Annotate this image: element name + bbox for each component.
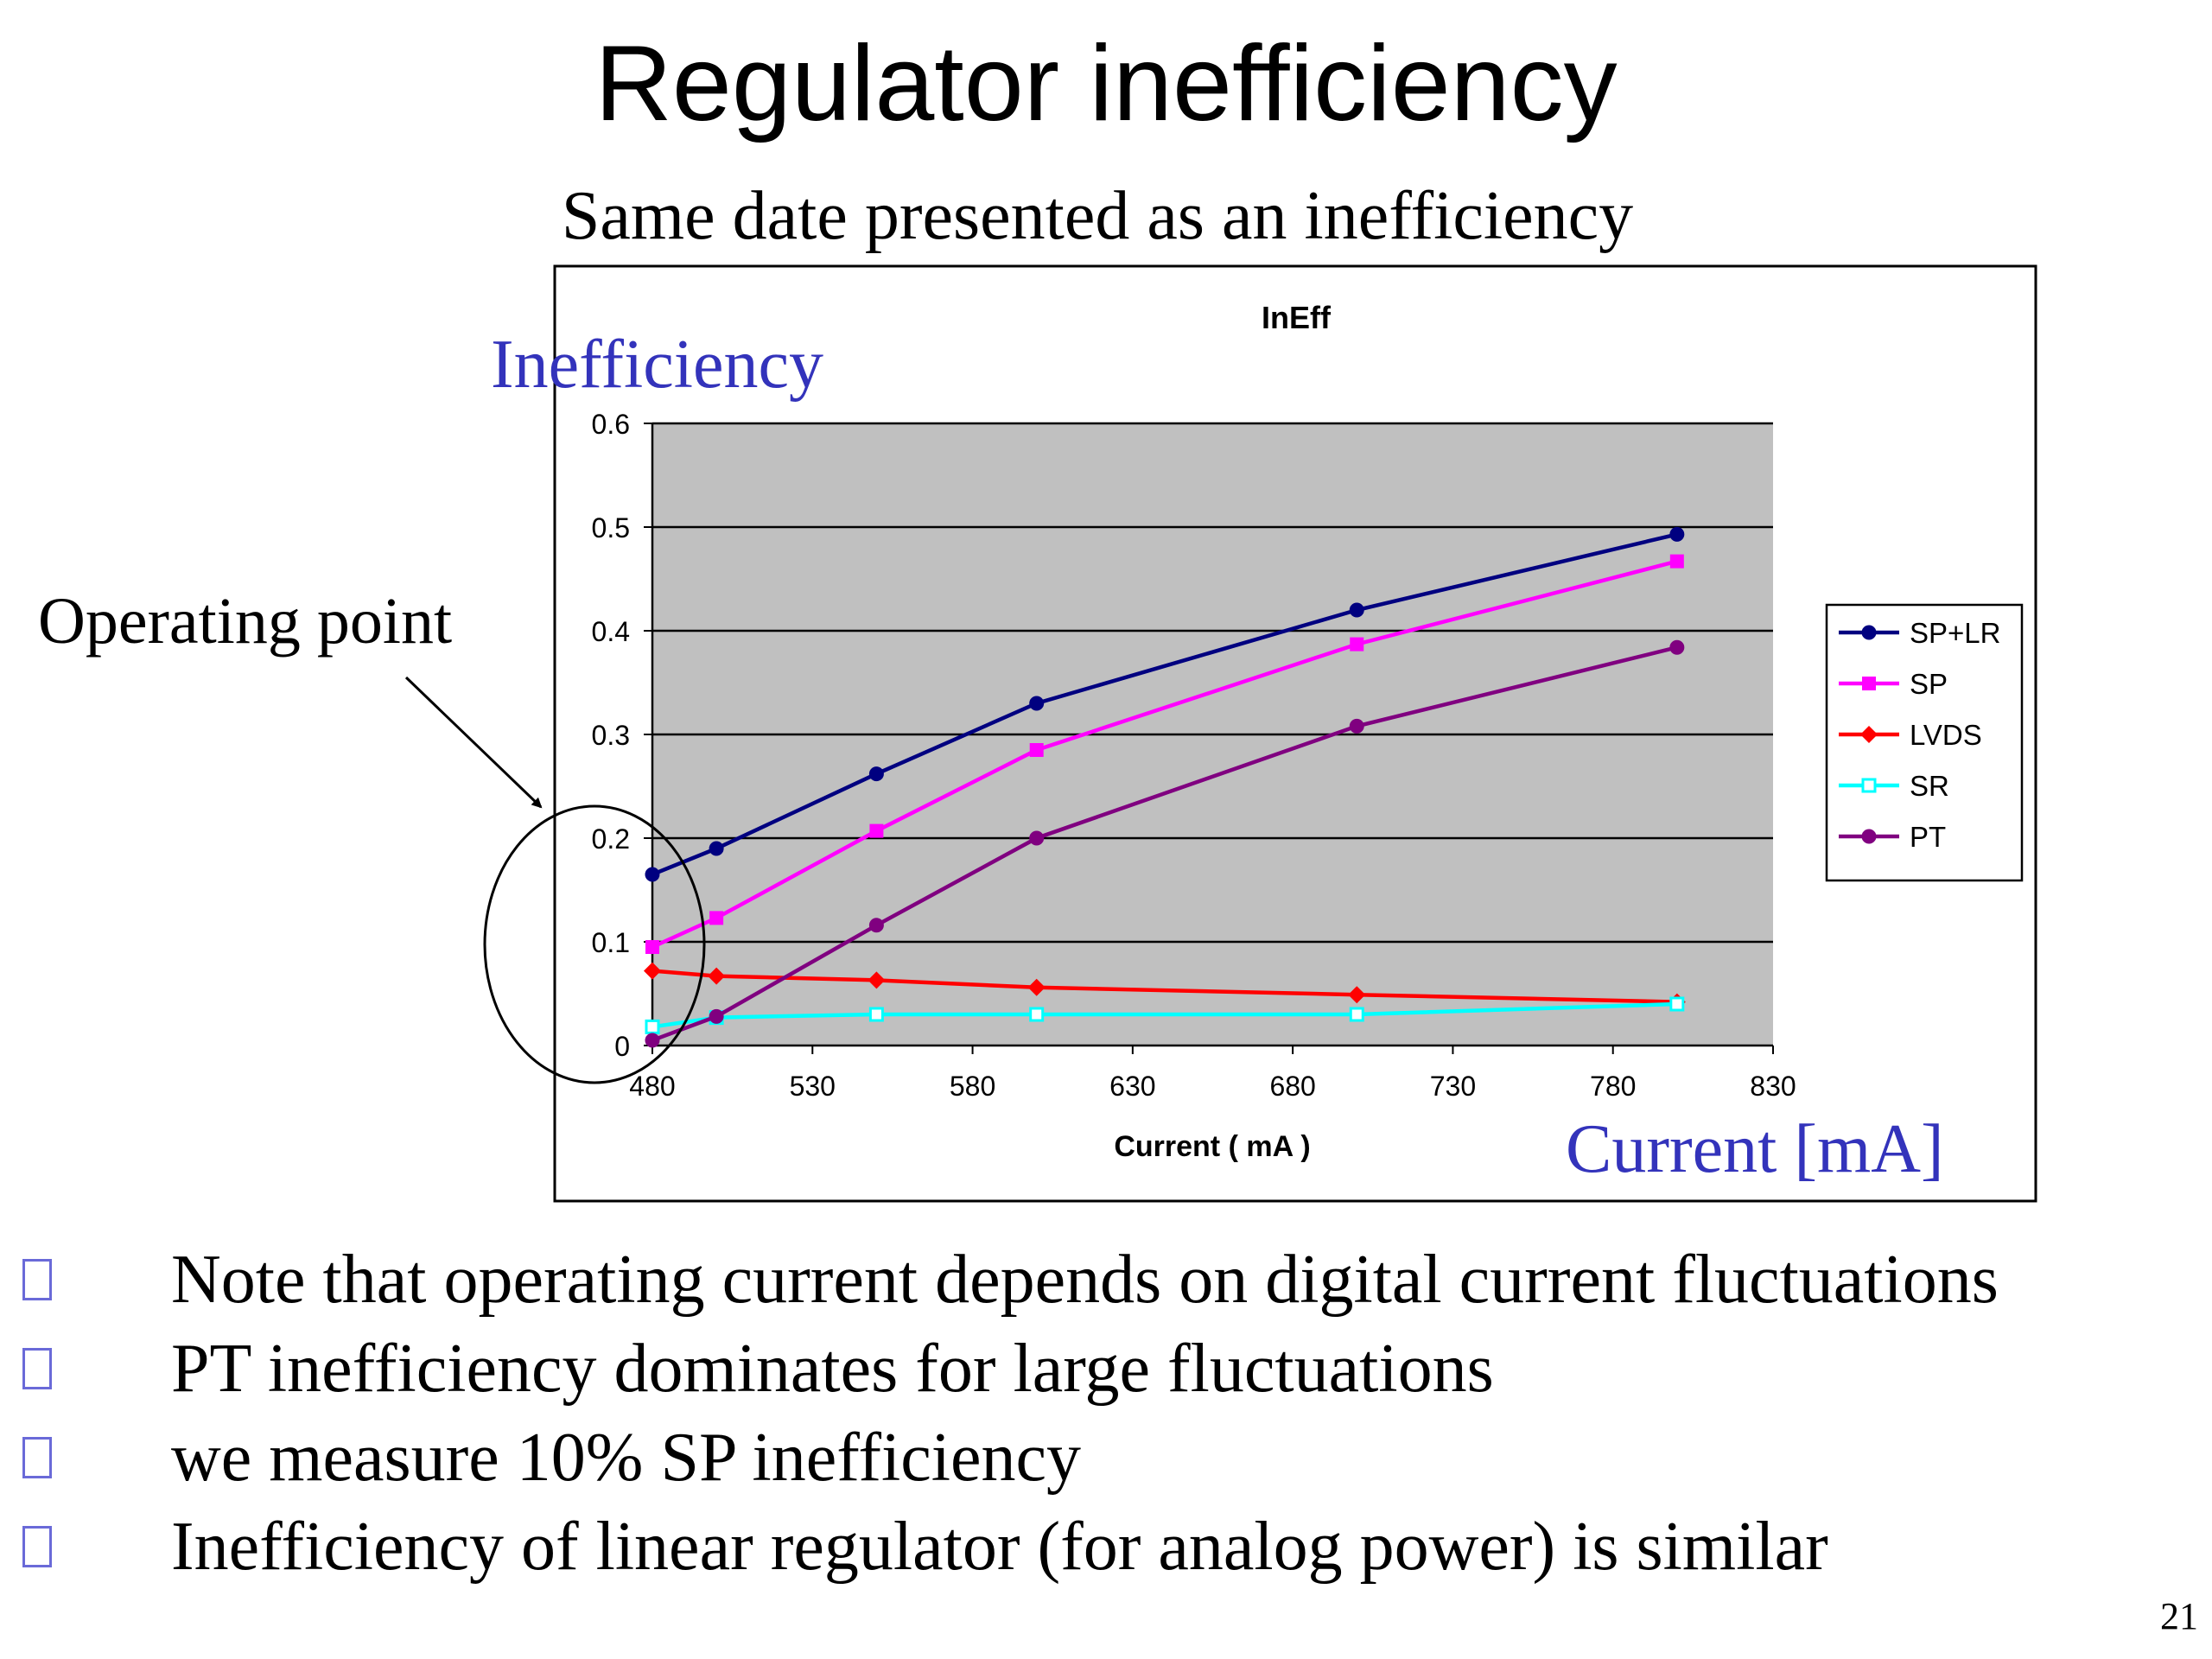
legend-item: SR [1839,770,1949,802]
y-tick-label: 0 [614,1031,630,1062]
bullet-text: we measure 10% SP inefficiency [171,1420,1082,1496]
series-line-sp-lr [652,532,1678,877]
y-tick-label: 0.2 [592,823,630,855]
bullet-box-icon [22,1437,52,1478]
x-tick-label: 480 [629,1071,675,1102]
legend-label: SP+LR [1910,617,2000,649]
slide-title: Regulator inefficiency [594,24,1618,143]
operating-point-circle [483,804,706,1084]
x-tick-label: 830 [1750,1071,1796,1102]
data-point-sr [1349,1007,1364,1022]
legend-item: LVDS [1839,719,1982,751]
data-point-sr [645,1019,660,1034]
data-point-sr [1669,996,1685,1012]
legend-swatch-marker [1861,829,1877,844]
legend-swatch-marker [1862,677,1876,690]
series-line-lvds [652,969,1677,1004]
legend-label: LVDS [1910,719,1982,751]
x-tick-label: 780 [1590,1071,1636,1102]
chart-title: InEff [1262,300,1332,335]
bullet-text: Inefficiency of linear regulator (for an… [171,1509,1828,1585]
slide-subtitle: Same date presented as an inefficiency [561,178,1634,254]
x-tick-label: 680 [1269,1071,1315,1102]
bullet-text: Note that operating current depends on d… [171,1242,1999,1318]
series-sp-lr [645,526,1685,882]
legend-swatch-marker [1861,778,1877,793]
bullet-item: Inefficiency of linear regulator (for an… [0,1503,2212,1592]
x-overlay-label: Current [mA] [1566,1111,1944,1187]
axes: 0 0.1 0.2 0.3 0.4 0.5 0.6 480 530 580 630 680 730 780… [592,409,1796,1102]
bullet-item: PT inefficiency dominates for large fluc… [0,1325,2212,1414]
legend-label: SR [1910,770,1949,802]
legend-item: PT [1839,821,1946,853]
series-sp [645,554,1684,954]
y-overlay-label: Inefficiency [491,327,823,403]
y-tick-label: 0.3 [592,720,630,751]
legend-item: SP [1839,668,1948,700]
legend-swatch-marker [1861,625,1877,640]
y-tick-label: 0.4 [592,616,630,647]
bullet-box-icon [22,1259,52,1300]
gridlines [652,422,1773,944]
data-point-sp-lr [868,766,884,782]
data-point-sp [1669,554,1684,569]
data-point-lvds [1027,978,1046,996]
data-point-sp-lr [1349,602,1364,618]
bullet-item: we measure 10% SP inefficiency [0,1414,2212,1503]
y-tick-label: 0.5 [592,512,630,543]
x-tick-label: 630 [1109,1071,1155,1102]
data-point-lvds [868,971,886,989]
bullet-box-icon [22,1526,52,1567]
data-point-sp [869,823,884,838]
legend: SP+LR SP LVDS SR PT [1825,603,2024,882]
bullet-box-icon [22,1348,52,1389]
data-point-pt [1349,718,1364,734]
x-tick-label: 580 [950,1071,995,1102]
legend-label: PT [1910,821,1946,853]
y-tick-label: 0.1 [592,927,630,958]
series-line-pt [652,645,1678,1043]
page-number: 21 [2160,1595,2198,1637]
operating-point-label: Operating point [38,585,452,658]
data-point-sp-lr [709,841,724,856]
data-point-sr [1029,1007,1045,1022]
series-line-sp [652,559,1678,950]
data-point-sp [1029,743,1044,757]
x-tick-label: 530 [790,1071,836,1102]
data-point-lvds [644,962,661,980]
data-point-pt [645,1033,660,1048]
legend-label: SP [1910,668,1948,700]
data-point-sp-lr [645,867,660,882]
data-point-pt [709,1008,724,1024]
data-point-sp [645,940,659,954]
data-point-sp [709,911,724,925]
series-layer [644,526,1686,1048]
bullet-text: PT inefficiency dominates for large fluc… [171,1331,1494,1407]
operating-point-arrow [404,676,543,809]
bullet-item: Note that operating current depends on d… [0,1236,2212,1325]
x-axis-label: Current ( mA ) [1114,1130,1310,1163]
data-point-sp-lr [1029,696,1045,711]
data-point-pt [1669,639,1685,655]
x-tick-label: 730 [1430,1071,1476,1102]
legend-swatch-marker [1860,726,1878,743]
data-point-sr [868,1007,884,1022]
data-point-lvds [708,967,726,985]
bullet-list: Note that operating current depends on d… [0,1236,2212,1592]
data-point-sp [1350,637,1364,652]
data-point-pt [868,918,884,933]
legend-item: SP+LR [1839,617,2000,649]
data-point-lvds [1348,986,1366,1004]
y-tick-label: 0.6 [592,409,630,440]
data-point-pt [1029,830,1045,846]
series-pt [645,639,1685,1048]
data-point-sp-lr [1669,526,1685,542]
